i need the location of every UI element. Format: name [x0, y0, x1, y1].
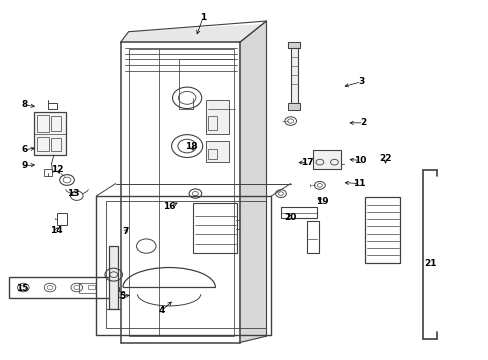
Bar	[365, 197, 399, 263]
Bar	[37, 114, 49, 132]
Text: 18: 18	[184, 141, 197, 150]
Bar	[207, 116, 216, 130]
Bar	[51, 138, 61, 151]
Bar	[9, 277, 118, 298]
Text: 4: 4	[158, 306, 164, 315]
Bar	[47, 103, 57, 109]
Text: 14: 14	[49, 226, 62, 235]
Text: 11: 11	[353, 179, 365, 188]
Bar	[207, 149, 216, 159]
Bar	[205, 141, 228, 162]
Polygon shape	[239, 21, 266, 342]
Bar	[193, 203, 237, 253]
Text: 17: 17	[301, 158, 313, 167]
Bar	[37, 137, 49, 152]
Bar	[43, 169, 52, 176]
Polygon shape	[120, 21, 266, 42]
Text: 8: 8	[21, 100, 28, 109]
Bar	[113, 291, 123, 297]
Bar	[79, 283, 96, 293]
Text: 22: 22	[379, 154, 391, 163]
Bar	[312, 150, 340, 169]
Text: 5: 5	[119, 292, 125, 301]
Bar	[57, 213, 67, 225]
Bar	[51, 116, 61, 131]
Bar	[34, 112, 66, 155]
Text: 19: 19	[315, 197, 328, 206]
Text: 9: 9	[21, 161, 28, 170]
Polygon shape	[287, 42, 300, 48]
Text: 16: 16	[163, 202, 175, 211]
Text: 1: 1	[200, 13, 206, 22]
Text: 3: 3	[357, 77, 364, 86]
Bar	[88, 285, 95, 289]
Text: 21: 21	[423, 260, 436, 269]
Text: 2: 2	[360, 118, 366, 127]
Text: 12: 12	[51, 165, 63, 174]
Text: 6: 6	[21, 145, 28, 154]
Bar	[306, 221, 318, 253]
Text: 7: 7	[122, 227, 128, 236]
Text: 10: 10	[353, 156, 365, 165]
Bar	[129, 49, 233, 336]
Bar	[281, 207, 317, 217]
Text: 13: 13	[67, 189, 80, 198]
Bar	[205, 100, 228, 134]
Bar	[287, 103, 300, 110]
Bar	[290, 48, 297, 103]
Bar	[109, 246, 118, 309]
Text: 15: 15	[16, 284, 28, 293]
Text: 20: 20	[284, 213, 296, 222]
